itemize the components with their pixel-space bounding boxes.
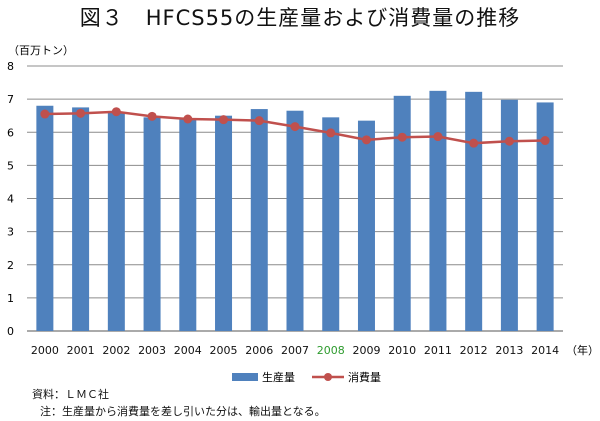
consumption-point (504, 136, 514, 146)
consumption-point (111, 107, 121, 117)
y-tick-label: 1 (7, 292, 14, 305)
y-tick-label: 7 (7, 93, 14, 106)
x-tick-label: 2014 (531, 344, 559, 357)
legend-consumption-label: 消費量 (348, 370, 381, 384)
production-bar (465, 91, 483, 332)
footnote: 注：生産量から消費量を差し引いた分は、輸出量となる。 (40, 405, 326, 418)
production-bar (72, 107, 90, 331)
production-bar (500, 99, 518, 331)
x-tick-label: 2003 (138, 344, 166, 357)
production-bar (36, 105, 54, 331)
y-tick-label: 0 (7, 325, 14, 338)
consumption-point (397, 132, 407, 142)
y-axis-unit-label: （百万トン） (8, 44, 74, 57)
x-tick-label: 2001 (67, 344, 95, 357)
y-tick-label: 4 (7, 193, 14, 206)
consumption-point (290, 122, 300, 132)
production-bar (393, 95, 411, 331)
x-tick-label: 2008 (317, 344, 345, 357)
consumption-point (76, 108, 86, 118)
consumption-point (219, 115, 229, 125)
consumption-point (326, 128, 336, 138)
consumption-point (469, 138, 479, 148)
x-axis-unit-label: （年） (566, 343, 599, 357)
production-bars (36, 90, 554, 332)
legend: 生産量 消費量 (232, 370, 381, 384)
x-tick-label: 2011 (424, 344, 452, 357)
y-tick-label: 6 (7, 126, 14, 139)
x-tick-label: 2007 (281, 344, 309, 357)
production-bar (536, 102, 554, 331)
production-bar (286, 110, 304, 331)
x-tick-label: 2009 (352, 344, 380, 357)
source-note: 資料：ＬＭＣ社 (32, 388, 109, 401)
legend-production-swatch (232, 373, 258, 381)
x-tick-label: 2012 (460, 344, 488, 357)
production-bar (215, 115, 233, 331)
legend-production-label: 生産量 (262, 370, 295, 384)
x-tick-label: 2004 (174, 344, 202, 357)
consumption-point (540, 136, 550, 146)
y-tick-label: 3 (7, 226, 14, 239)
production-bar (322, 117, 340, 331)
y-tick-label: 2 (7, 259, 14, 272)
x-tick-label: 2013 (495, 344, 523, 357)
consumption-point (40, 109, 50, 119)
chart-title: 図３ HFCS55の生産量および消費量の推移 (79, 6, 521, 30)
production-bar (179, 119, 197, 331)
x-tick-label: 2010 (388, 344, 416, 357)
production-bar (429, 90, 447, 331)
consumption-point (361, 135, 371, 145)
consumption-line (40, 107, 550, 148)
y-tick-label: 8 (7, 60, 14, 73)
legend-consumption-marker (324, 373, 332, 381)
production-bar (357, 120, 375, 331)
production-bar (143, 117, 161, 331)
x-tick-label: 2005 (210, 344, 238, 357)
x-tick-label: 2000 (31, 344, 59, 357)
y-tick-label: 5 (7, 159, 14, 172)
x-tick-labels: 2000 2001 2002 2003 2004 2005 2006 2007 2008 2009… (31, 344, 559, 357)
x-tick-label: 2002 (102, 344, 130, 357)
consumption-point (147, 111, 157, 121)
consumption-point (254, 116, 264, 126)
production-bar (250, 109, 268, 331)
consumption-point (433, 132, 443, 142)
production-bar (107, 112, 125, 331)
consumption-point (183, 114, 193, 124)
x-tick-label: 2006 (245, 344, 273, 357)
y-tick-labels: 0 1 2 3 4 5 6 7 8 (7, 60, 14, 338)
